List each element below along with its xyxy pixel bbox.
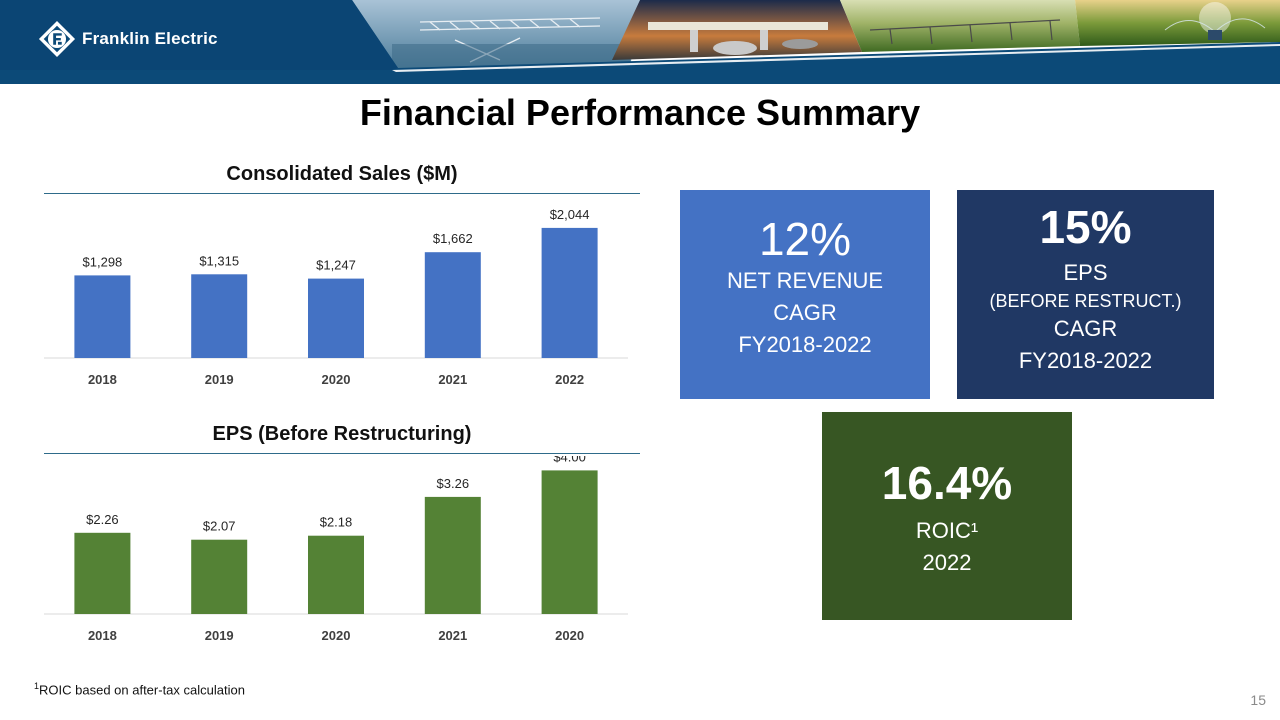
eps-chart-title: EPS (Before Restructuring): [212, 423, 472, 445]
kpi-revenue-period: FY2018-2022: [738, 331, 872, 357]
x-tick-label: 2018: [88, 372, 117, 387]
kpi-revenue-metric: CAGR: [773, 299, 837, 325]
x-tick-label: 2020: [322, 628, 351, 643]
bar-2021: [424, 496, 481, 614]
data-label: $1,298: [83, 254, 123, 269]
sales-chart-rule: [44, 193, 640, 194]
data-label: $1,315: [199, 253, 239, 268]
page-title: Financial Performance Summary: [359, 92, 921, 133]
kpi-eps-metric: CAGR: [1053, 315, 1118, 341]
brand-logo[interactable]: Franklin Electric: [38, 20, 218, 58]
bar-2018: [74, 532, 131, 614]
franklin-diamond-icon: [38, 20, 76, 58]
data-label: $2.18: [320, 515, 353, 530]
data-label: $2.26: [86, 512, 119, 527]
data-label: $4.00: [553, 456, 586, 464]
x-tick-label: 2018: [88, 628, 117, 643]
footnote-text: ROIC based on after-tax calculation: [39, 682, 245, 698]
x-tick-label: 2021: [438, 372, 467, 387]
sales-bar-chart: $1,298 2018 $1,315 2019 $1,247 2020 $1,662 2021…: [44, 207, 628, 387]
bar-2019: [191, 539, 248, 614]
eps-chart-rule: [44, 453, 640, 454]
x-tick-label: 2020: [322, 372, 351, 387]
kpi-eps-label: EPS: [1063, 259, 1108, 285]
x-tick-label: 2021: [438, 628, 467, 643]
header-banner: Franklin Electric: [0, 0, 1280, 84]
data-label: $2.07: [203, 519, 236, 534]
footnote-marker: 1: [34, 681, 40, 691]
bar-2020: [308, 535, 364, 614]
kpi-roic-label: ROIC¹: [915, 517, 979, 543]
kpi-eps-qualifier: (BEFORE RESTRUCT.): [989, 290, 1182, 311]
kpi-net-revenue-cagr: 12% NET REVENUE CAGR FY2018-2022: [680, 190, 930, 399]
kpi-eps-value: 15%: [1039, 201, 1132, 253]
eps-bar-chart: $2.26 2018 $2.07 2019 $2.18 2020 $3.26 2021 $4.0…: [44, 456, 628, 643]
kpi-roic-value: 16.4%: [881, 457, 1013, 509]
x-tick-label: 2020: [555, 628, 584, 643]
bar-2019: [191, 274, 248, 358]
brand-name: Franklin Electric: [82, 29, 218, 48]
kpi-revenue-label: NET REVENUE: [726, 267, 884, 293]
bar-2020: [541, 470, 598, 614]
bar-2022: [541, 227, 598, 358]
footnote: 1ROIC based on after-tax calculation: [34, 681, 245, 697]
kpi-eps-period: FY2018-2022: [1018, 347, 1153, 373]
data-label: $3.26: [437, 476, 470, 491]
bar-2018: [74, 275, 131, 358]
irrigation-pivot-photo: [840, 0, 1080, 52]
kpi-revenue-value: 12%: [758, 213, 852, 265]
data-label: $1,247: [316, 258, 356, 273]
page-number: 15: [1250, 692, 1266, 708]
bar-2020: [308, 278, 364, 358]
x-tick-label: 2019: [205, 628, 234, 643]
bar-2021: [424, 252, 481, 358]
banner-graphic: [0, 0, 1280, 84]
data-label: $2,044: [550, 207, 590, 222]
x-tick-label: 2019: [205, 372, 234, 387]
kpi-roic-year: 2022: [922, 549, 972, 575]
sales-chart-title: Consolidated Sales ($M): [226, 163, 458, 185]
kpi-eps-cagr: 15% EPS (BEFORE RESTRUCT.) CAGR FY2018-2…: [957, 190, 1214, 399]
kpi-roic: 16.4% ROIC¹ 2022: [822, 412, 1072, 620]
data-label: $1,662: [433, 231, 473, 246]
x-tick-label: 2022: [555, 372, 584, 387]
